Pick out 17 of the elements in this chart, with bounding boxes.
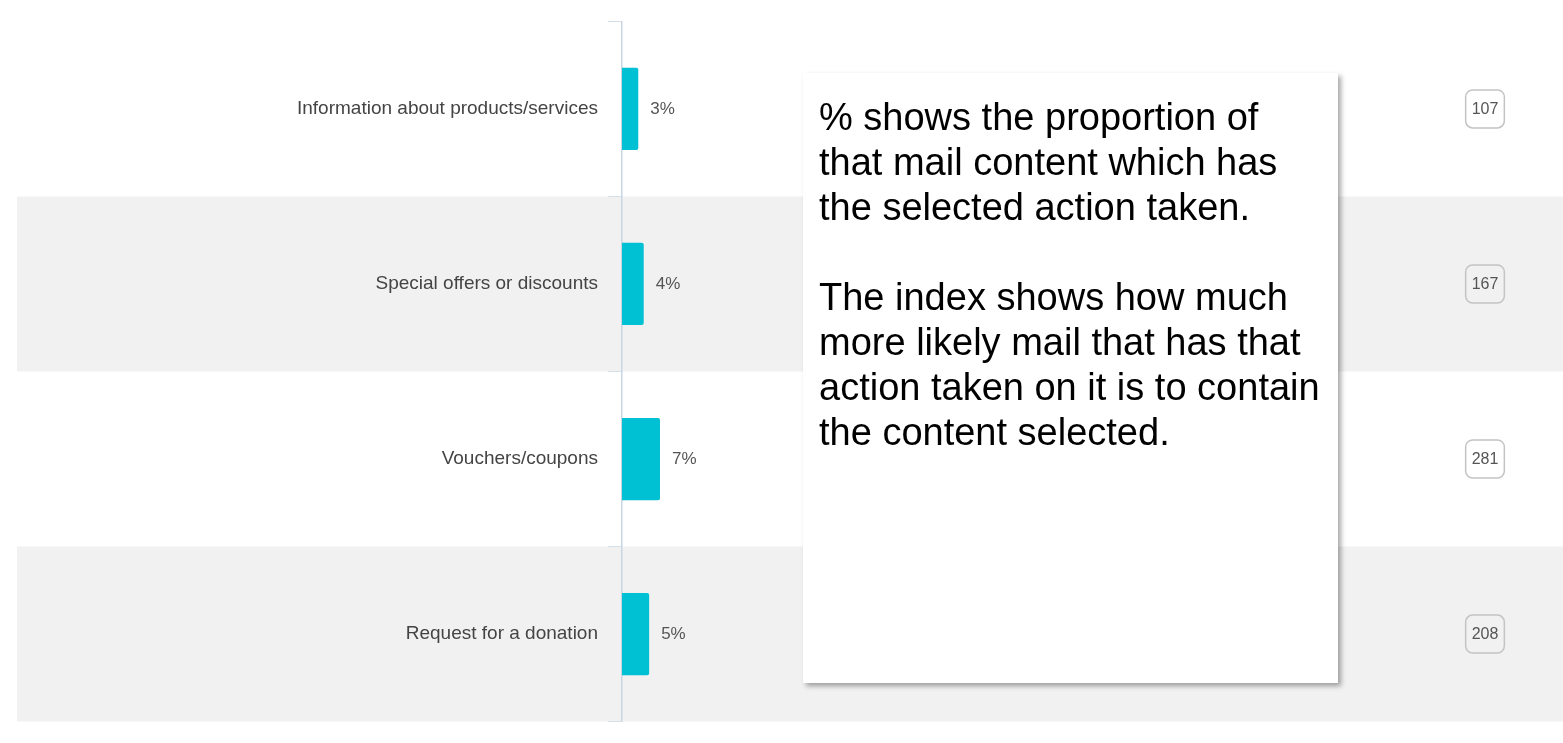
y-tick-label: Request for a donation (405, 622, 598, 644)
bar (622, 242, 644, 326)
note-card: % shows the proportion of that mail content which has the selected action taken. The index shows how much more likely mail that has that action taken on it is to contain the content selected. (803, 73, 1338, 683)
data-label: 7% (672, 448, 697, 468)
data-label: 3% (650, 98, 675, 118)
y-tick-label: Information about products/services (297, 97, 598, 119)
y-tick-label: Vouchers/coupons (441, 447, 598, 469)
y-tick-label: Special offers or discounts (375, 272, 598, 294)
bar (622, 592, 650, 676)
bar (622, 417, 660, 501)
text: 281 (1471, 450, 1499, 468)
data-label: 5% (661, 623, 686, 643)
text: 107 (1471, 100, 1499, 118)
text: 208 (1471, 625, 1499, 643)
bar (622, 67, 639, 151)
text: 167 (1471, 275, 1499, 293)
data-label: 4% (655, 273, 681, 293)
